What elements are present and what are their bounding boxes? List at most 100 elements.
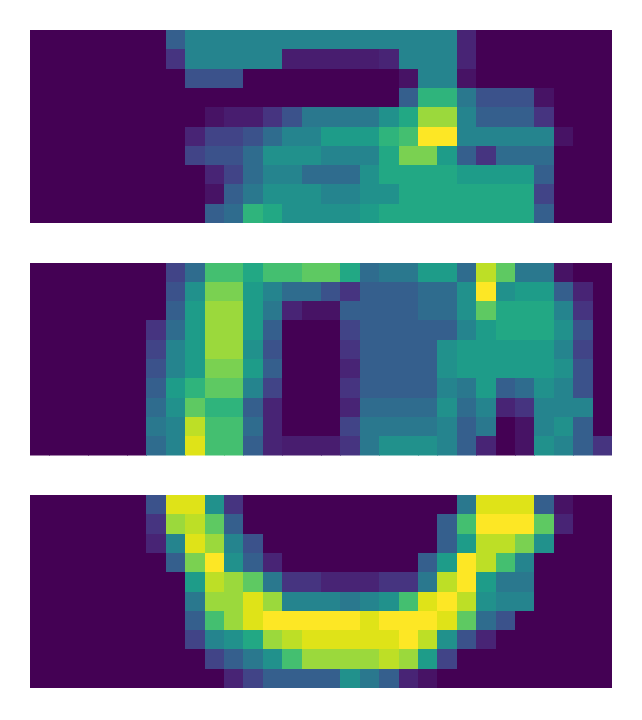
heatmap-cell bbox=[418, 88, 438, 108]
heatmap-cell bbox=[127, 282, 147, 302]
heatmap-cell bbox=[49, 320, 69, 340]
heatmap-cell bbox=[399, 649, 419, 669]
heatmap-cell bbox=[340, 165, 360, 185]
heatmap-cell bbox=[146, 417, 166, 437]
heatmap-cell bbox=[127, 611, 147, 631]
heatmap-cell bbox=[340, 495, 360, 515]
heatmap-cell bbox=[457, 30, 477, 50]
heatmap-cell bbox=[69, 669, 89, 688]
heatmap-cell bbox=[534, 669, 554, 688]
heatmap-cell bbox=[418, 204, 438, 223]
heatmap-cell bbox=[166, 514, 186, 534]
heatmap-cell bbox=[127, 378, 147, 398]
heatmap-cell bbox=[379, 649, 399, 669]
heatmap-cell bbox=[282, 49, 302, 69]
heatmap-cell bbox=[30, 127, 50, 147]
heatmap-cell bbox=[418, 107, 438, 127]
heatmap-cell bbox=[185, 301, 205, 321]
heatmap-cell bbox=[437, 88, 457, 108]
heatmap-cell bbox=[496, 378, 516, 398]
heatmap-cell bbox=[340, 49, 360, 69]
heatmap-cell bbox=[515, 649, 535, 669]
heatmap-cell bbox=[476, 282, 496, 302]
heatmap-cell bbox=[437, 417, 457, 437]
heatmap-cell bbox=[554, 184, 574, 204]
heatmap-cell bbox=[282, 592, 302, 612]
heatmap-cell bbox=[593, 436, 612, 455]
heatmap-cell bbox=[340, 378, 360, 398]
heatmap-cell bbox=[399, 340, 419, 360]
heatmap-cell bbox=[205, 49, 225, 69]
heatmap-cell bbox=[476, 572, 496, 592]
heatmap-cell bbox=[573, 611, 593, 631]
heatmap-cell bbox=[554, 301, 574, 321]
heatmap-cell bbox=[69, 572, 89, 592]
heatmap-cell bbox=[496, 320, 516, 340]
heatmap-cell bbox=[534, 165, 554, 185]
heatmap-cell bbox=[457, 592, 477, 612]
heatmap-cell bbox=[496, 436, 516, 455]
heatmap-cell bbox=[360, 88, 380, 108]
heatmap-cell bbox=[205, 378, 225, 398]
heatmap-cell bbox=[282, 263, 302, 283]
heatmap-cell bbox=[476, 611, 496, 631]
heatmap-cell bbox=[321, 282, 341, 302]
heatmap-cell bbox=[88, 669, 108, 688]
heatmap-cell bbox=[166, 30, 186, 50]
heatmap-cell bbox=[224, 572, 244, 592]
heatmap-cell bbox=[166, 436, 186, 455]
heatmap-cell bbox=[263, 127, 283, 147]
heatmap-cell bbox=[379, 127, 399, 147]
heatmap-cell bbox=[185, 30, 205, 50]
heatmap-cell bbox=[69, 611, 89, 631]
heatmap-cell bbox=[593, 514, 612, 534]
heatmap-cell bbox=[185, 592, 205, 612]
heatmap-cell bbox=[515, 301, 535, 321]
heatmap-cell bbox=[127, 320, 147, 340]
heatmap-cell bbox=[340, 301, 360, 321]
heatmap-cell bbox=[360, 436, 380, 455]
heatmap-cell bbox=[302, 165, 322, 185]
heatmap-cell bbox=[185, 649, 205, 669]
heatmap-cell bbox=[243, 572, 263, 592]
heatmap-cell bbox=[379, 611, 399, 631]
heatmap-cell bbox=[69, 184, 89, 204]
heatmap-cell bbox=[205, 204, 225, 223]
heatmap-cell bbox=[146, 127, 166, 147]
heatmap-panel bbox=[30, 30, 613, 224]
heatmap-cell bbox=[515, 611, 535, 631]
heatmap-cell bbox=[282, 282, 302, 302]
heatmap-cell bbox=[437, 649, 457, 669]
heatmap-cell bbox=[166, 649, 186, 669]
heatmap-cell bbox=[69, 165, 89, 185]
heatmap-cell bbox=[534, 127, 554, 147]
heatmap-cell bbox=[146, 88, 166, 108]
heatmap-cell bbox=[515, 49, 535, 69]
heatmap-cell bbox=[457, 417, 477, 437]
heatmap-cell bbox=[302, 340, 322, 360]
heatmap-cell bbox=[205, 146, 225, 166]
heatmap-cell bbox=[88, 611, 108, 631]
heatmap-cell bbox=[185, 630, 205, 650]
heatmap-cell bbox=[399, 107, 419, 127]
heatmap-cell bbox=[515, 436, 535, 455]
heatmap-cell bbox=[146, 553, 166, 573]
heatmap-cell bbox=[515, 165, 535, 185]
heatmap-cell bbox=[127, 514, 147, 534]
heatmap-cell bbox=[573, 69, 593, 89]
heatmap-cell bbox=[496, 88, 516, 108]
heatmap-cell bbox=[476, 49, 496, 69]
heatmap-cell bbox=[476, 88, 496, 108]
heatmap-cell bbox=[593, 184, 612, 204]
heatmap-cell bbox=[534, 320, 554, 340]
heatmap-cell bbox=[69, 495, 89, 515]
heatmap-cell bbox=[534, 572, 554, 592]
heatmap-cell bbox=[243, 88, 263, 108]
heatmap-cell bbox=[108, 417, 128, 437]
heatmap-cell bbox=[534, 88, 554, 108]
heatmap-cell bbox=[593, 534, 612, 554]
heatmap-cell bbox=[302, 263, 322, 283]
heatmap-cell bbox=[360, 30, 380, 50]
heatmap-cell bbox=[108, 146, 128, 166]
heatmap-cell bbox=[340, 69, 360, 89]
